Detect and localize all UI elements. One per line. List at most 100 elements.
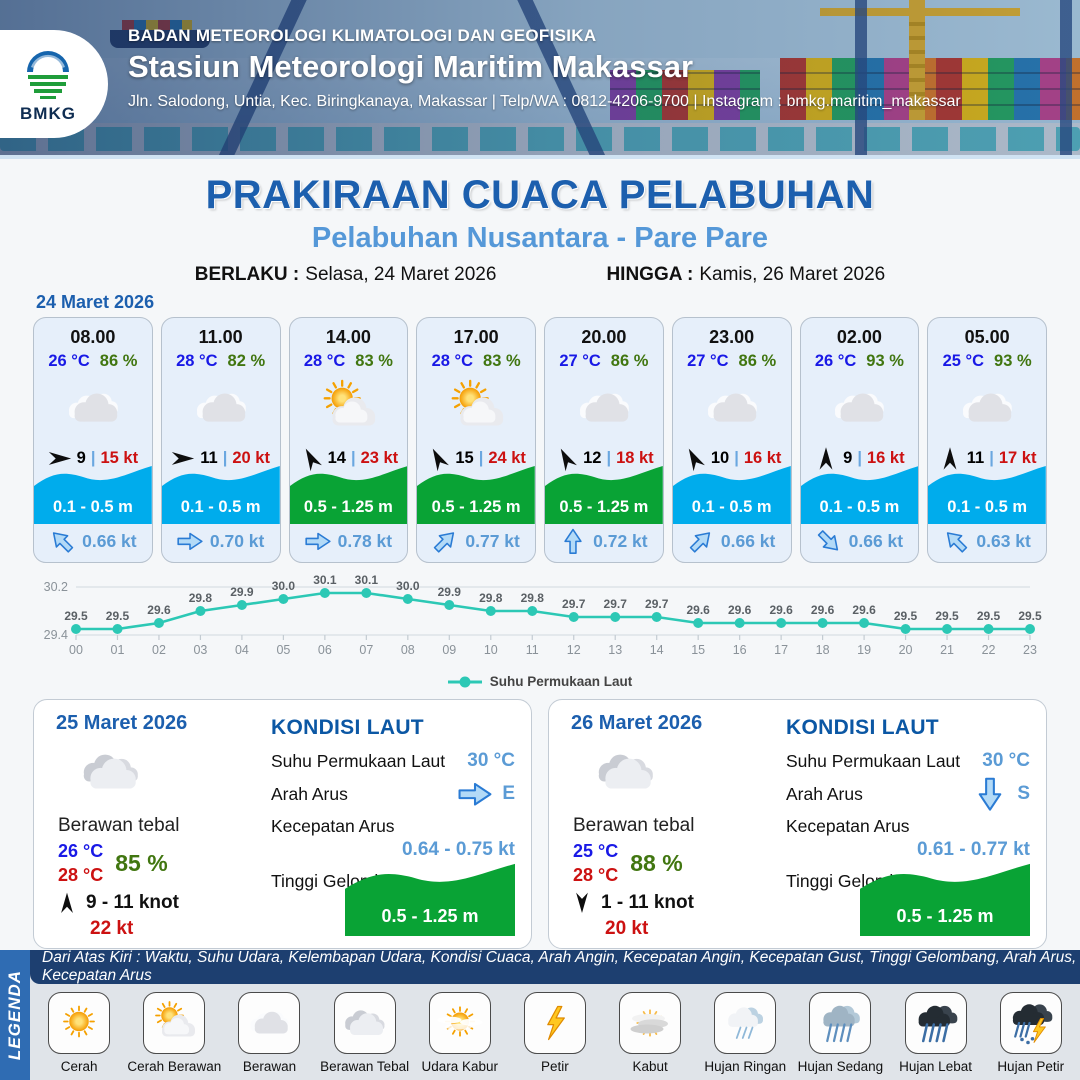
bmkg-globe-icon (27, 50, 69, 99)
humidity: 83 % (483, 352, 521, 370)
weather-icon-cerah-berawan (290, 377, 408, 439)
separator: | (222, 448, 228, 467)
gust-value: 17 kt (998, 448, 1037, 467)
svg-text:30.0: 30.0 (396, 579, 420, 593)
wave-height-value: 0.1 - 0.5 m (180, 498, 261, 516)
current-direction-icon (458, 782, 492, 806)
legend-item-label: Udara Kabur (421, 1059, 499, 1074)
current-direction-value: S (1017, 783, 1030, 805)
header-divider (0, 155, 1080, 159)
wind-direction-icon (298, 444, 322, 472)
weather-icon-cerah-berawan (417, 377, 535, 439)
legend-item: Cerah (33, 992, 125, 1074)
wind-row: 12 | 18 kt (545, 447, 663, 471)
wave-height-band: 0.1 - 0.5 m (161, 462, 280, 524)
svg-text:04: 04 (235, 643, 249, 657)
svg-text:29.6: 29.6 (728, 603, 752, 617)
day-card: 25 Maret 2026 Berawan tebal 26 °C 28 °C … (33, 699, 532, 949)
wind-direction-icon (60, 892, 74, 914)
weather-icon-hujan-ringan (714, 992, 777, 1054)
svg-text:18: 18 (816, 643, 830, 657)
wave-height-value: 0.5 - 1.25 m (303, 498, 393, 516)
sst-value: 30 °C (982, 750, 1030, 771)
wind-direction-icon (575, 892, 589, 914)
air-temp: 27 °C (687, 352, 729, 370)
legend-item: Petir (509, 992, 601, 1074)
svg-text:03: 03 (193, 643, 207, 657)
berlaku-value: Selasa, 24 Maret 2026 (305, 264, 497, 285)
separator: | (989, 448, 994, 467)
current-direction-label: Arah Arus (271, 783, 348, 804)
wind-speed: 12 (583, 448, 602, 467)
svg-text:30.1: 30.1 (313, 573, 337, 587)
legend-item: Cerah Berawan (127, 992, 221, 1074)
current-speed: 0.66 kt (848, 530, 904, 551)
temp-min: 25 °C (573, 841, 619, 861)
svg-text:29.8: 29.8 (189, 591, 213, 605)
current-row: 0.72 kt (545, 526, 663, 556)
chart-legend: Suhu Permukaan Laut (30, 674, 1050, 689)
validity-row: BERLAKU : Selasa, 24 Maret 2026 HINGGA :K… (0, 264, 1080, 286)
legend-item-label: Petir (541, 1059, 569, 1074)
wave-height-badge: 0.5 - 1.25 m (345, 860, 515, 936)
svg-text:05: 05 (276, 643, 290, 657)
hourly-card: 23.00 27 °C 86 % 10 | 16 kt 0.1 - 0.5 m … (671, 317, 792, 563)
svg-text:02: 02 (152, 643, 166, 657)
chart-legend-marker-icon (447, 676, 482, 687)
weather-icon-hujan-petir (999, 992, 1062, 1054)
weather-icon-berawan (673, 377, 791, 439)
current-speed: 0.70 kt (209, 530, 265, 551)
wave-height-band: 0.1 - 0.5 m (800, 462, 919, 524)
current-speed: 0.63 kt (976, 530, 1031, 551)
hourly-card: 05.00 25 °C 93 % 11 | 17 kt 0.1 - 0.5 m … (927, 317, 1047, 563)
chart-legend-label: Suhu Permukaan Laut (489, 674, 633, 689)
separator: | (90, 448, 96, 467)
sea-conditions-title: KONDISI LAUT (271, 716, 424, 739)
legend-item: Hujan Ringan (699, 992, 791, 1074)
hourly-cards-row: 08.00 26 °C 86 % 9 | 15 kt 0.1 - 0.5 m 0… (33, 317, 1047, 563)
wind-direction-icon (426, 444, 450, 472)
svg-text:29.5: 29.5 (64, 609, 88, 623)
current-direction-value: E (502, 783, 515, 805)
humidity: 85 % (115, 849, 168, 876)
current-speed: 0.72 kt (593, 530, 648, 551)
time-label: 05.00 (964, 327, 1010, 347)
air-temp: 25 °C (942, 352, 985, 370)
svg-text:29.9: 29.9 (230, 585, 254, 599)
svg-text:23: 23 (1023, 643, 1037, 657)
current-row: 0.63 kt (928, 526, 1046, 556)
wind-row: 9 | 15 kt (34, 447, 152, 469)
wind-row: 14 | 23 kt (290, 444, 408, 472)
weather-icon-hujan-lebat (904, 992, 967, 1054)
wind-range: 9 - 11 knot (86, 891, 179, 913)
time-label: 17.00 (453, 327, 499, 347)
current-speed-value: 0.61 - 0.77 kt (916, 839, 1030, 861)
hingga-label: HINGGA : (606, 264, 694, 285)
legend-item: Kabut (604, 992, 696, 1074)
gust-value: 16 kt (866, 448, 905, 467)
weather-icon-berawan (545, 377, 663, 439)
current-speed: 0.77 kt (465, 530, 520, 551)
legend-item-label: Hujan Petir (997, 1059, 1065, 1074)
legend-item-label: Hujan Ringan (704, 1059, 787, 1074)
sst-chart: 30.2 29.4 29.5 00 29.5 01 29.6 02 29.8 03 29.9 04 30… (30, 571, 1050, 689)
current-direction-icon (564, 528, 583, 554)
weather-icon-cerah (48, 992, 111, 1054)
separator: | (734, 448, 739, 467)
humidity: 86 % (99, 352, 138, 370)
svg-text:29.7: 29.7 (645, 597, 669, 611)
gust-value: 18 kt (616, 448, 654, 467)
svg-text:29.7: 29.7 (562, 597, 586, 611)
wind-direction-icon (942, 446, 957, 470)
berlaku-label: BERLAKU : (194, 264, 300, 285)
current-direction-icon (813, 525, 845, 557)
humidity: 93 % (994, 352, 1032, 370)
weather-icon (78, 739, 168, 807)
legend-item: Berawan Tebal (319, 992, 411, 1074)
legend-item: Udara Kabur (414, 992, 506, 1074)
current-row: 0.66 kt (34, 526, 152, 556)
current-direction-icon (177, 532, 203, 551)
svg-text:14: 14 (650, 643, 664, 657)
time-label: 08.00 (70, 327, 116, 347)
weather-icon-berawan-tebal (333, 992, 396, 1054)
